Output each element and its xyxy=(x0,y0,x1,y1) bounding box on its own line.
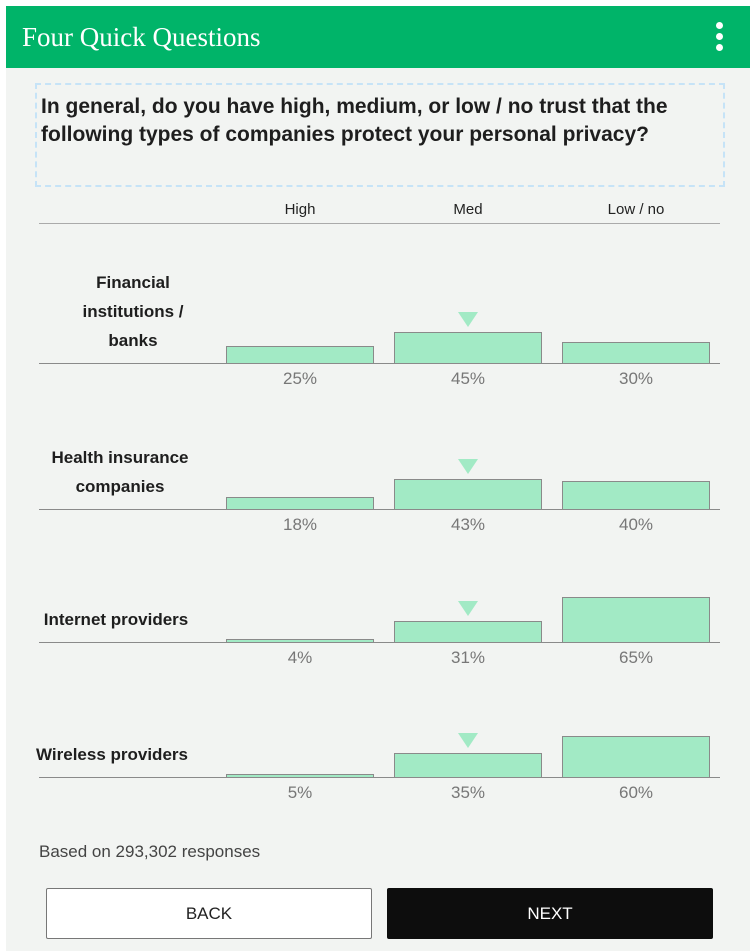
bar-low xyxy=(562,342,710,363)
next-button[interactable]: NEXT xyxy=(387,888,713,939)
row-label: Financial institutions / banks xyxy=(33,268,233,355)
bar-med xyxy=(394,621,542,642)
percent-high: 18% xyxy=(282,515,318,534)
survey-screen: Four Quick Questions In general, do you … xyxy=(6,6,750,951)
column-header-med: Med xyxy=(453,201,483,218)
percent-low: 30% xyxy=(618,369,654,388)
bar-med xyxy=(394,753,542,777)
row-label: Internet providers xyxy=(16,605,216,634)
row-baseline xyxy=(39,363,720,364)
percent-low: 60% xyxy=(618,783,654,802)
triangle-down-icon xyxy=(458,312,478,327)
percent-high: 5% xyxy=(287,783,313,802)
row-baseline xyxy=(39,509,720,510)
row-label-line: banks xyxy=(108,331,158,350)
row-baseline xyxy=(39,642,720,643)
percent-med: 45% xyxy=(450,369,486,388)
bar-low xyxy=(562,597,710,642)
bar-high xyxy=(226,497,374,509)
response-count: Based on 293,302 responses xyxy=(39,842,261,861)
bar-med xyxy=(394,332,542,363)
row-label: Health insurance companies xyxy=(20,443,220,501)
app-header: Four Quick Questions xyxy=(6,6,750,68)
triangle-down-icon xyxy=(458,601,478,616)
triangle-down-icon xyxy=(458,733,478,748)
bar-med xyxy=(394,479,542,509)
row-label-line: Health insurance xyxy=(51,448,189,467)
question-box: In general, do you have high, medium, or… xyxy=(35,83,725,187)
row-label-line: companies xyxy=(75,477,165,496)
percent-med: 43% xyxy=(450,515,486,534)
row-baseline xyxy=(39,777,720,778)
app-title: Four Quick Questions xyxy=(22,22,261,52)
bar-high xyxy=(226,639,374,642)
more-vertical-icon[interactable] xyxy=(708,19,732,55)
bar-high xyxy=(226,774,374,777)
row-label-line: Internet providers xyxy=(43,610,189,629)
bar-low xyxy=(562,736,710,777)
percent-high: 4% xyxy=(287,648,313,667)
percent-med: 31% xyxy=(450,648,486,667)
percent-low: 65% xyxy=(618,648,654,667)
percent-med: 35% xyxy=(450,783,486,802)
triangle-down-icon xyxy=(458,459,478,474)
back-button[interactable]: BACK xyxy=(46,888,372,939)
bar-low xyxy=(562,481,710,509)
header-divider xyxy=(39,223,720,224)
percent-high: 25% xyxy=(282,369,318,388)
row-label-line: institutions / xyxy=(82,302,184,321)
percent-low: 40% xyxy=(618,515,654,534)
bar-high xyxy=(226,346,374,363)
row-label-line: Financial xyxy=(96,273,170,292)
row-label: Wireless providers xyxy=(12,740,212,769)
column-header-low: Low / no xyxy=(607,201,665,218)
row-label-line: Wireless providers xyxy=(36,745,188,764)
column-header-high: High xyxy=(284,201,316,218)
question-text: In general, do you have high, medium, or… xyxy=(41,95,668,146)
